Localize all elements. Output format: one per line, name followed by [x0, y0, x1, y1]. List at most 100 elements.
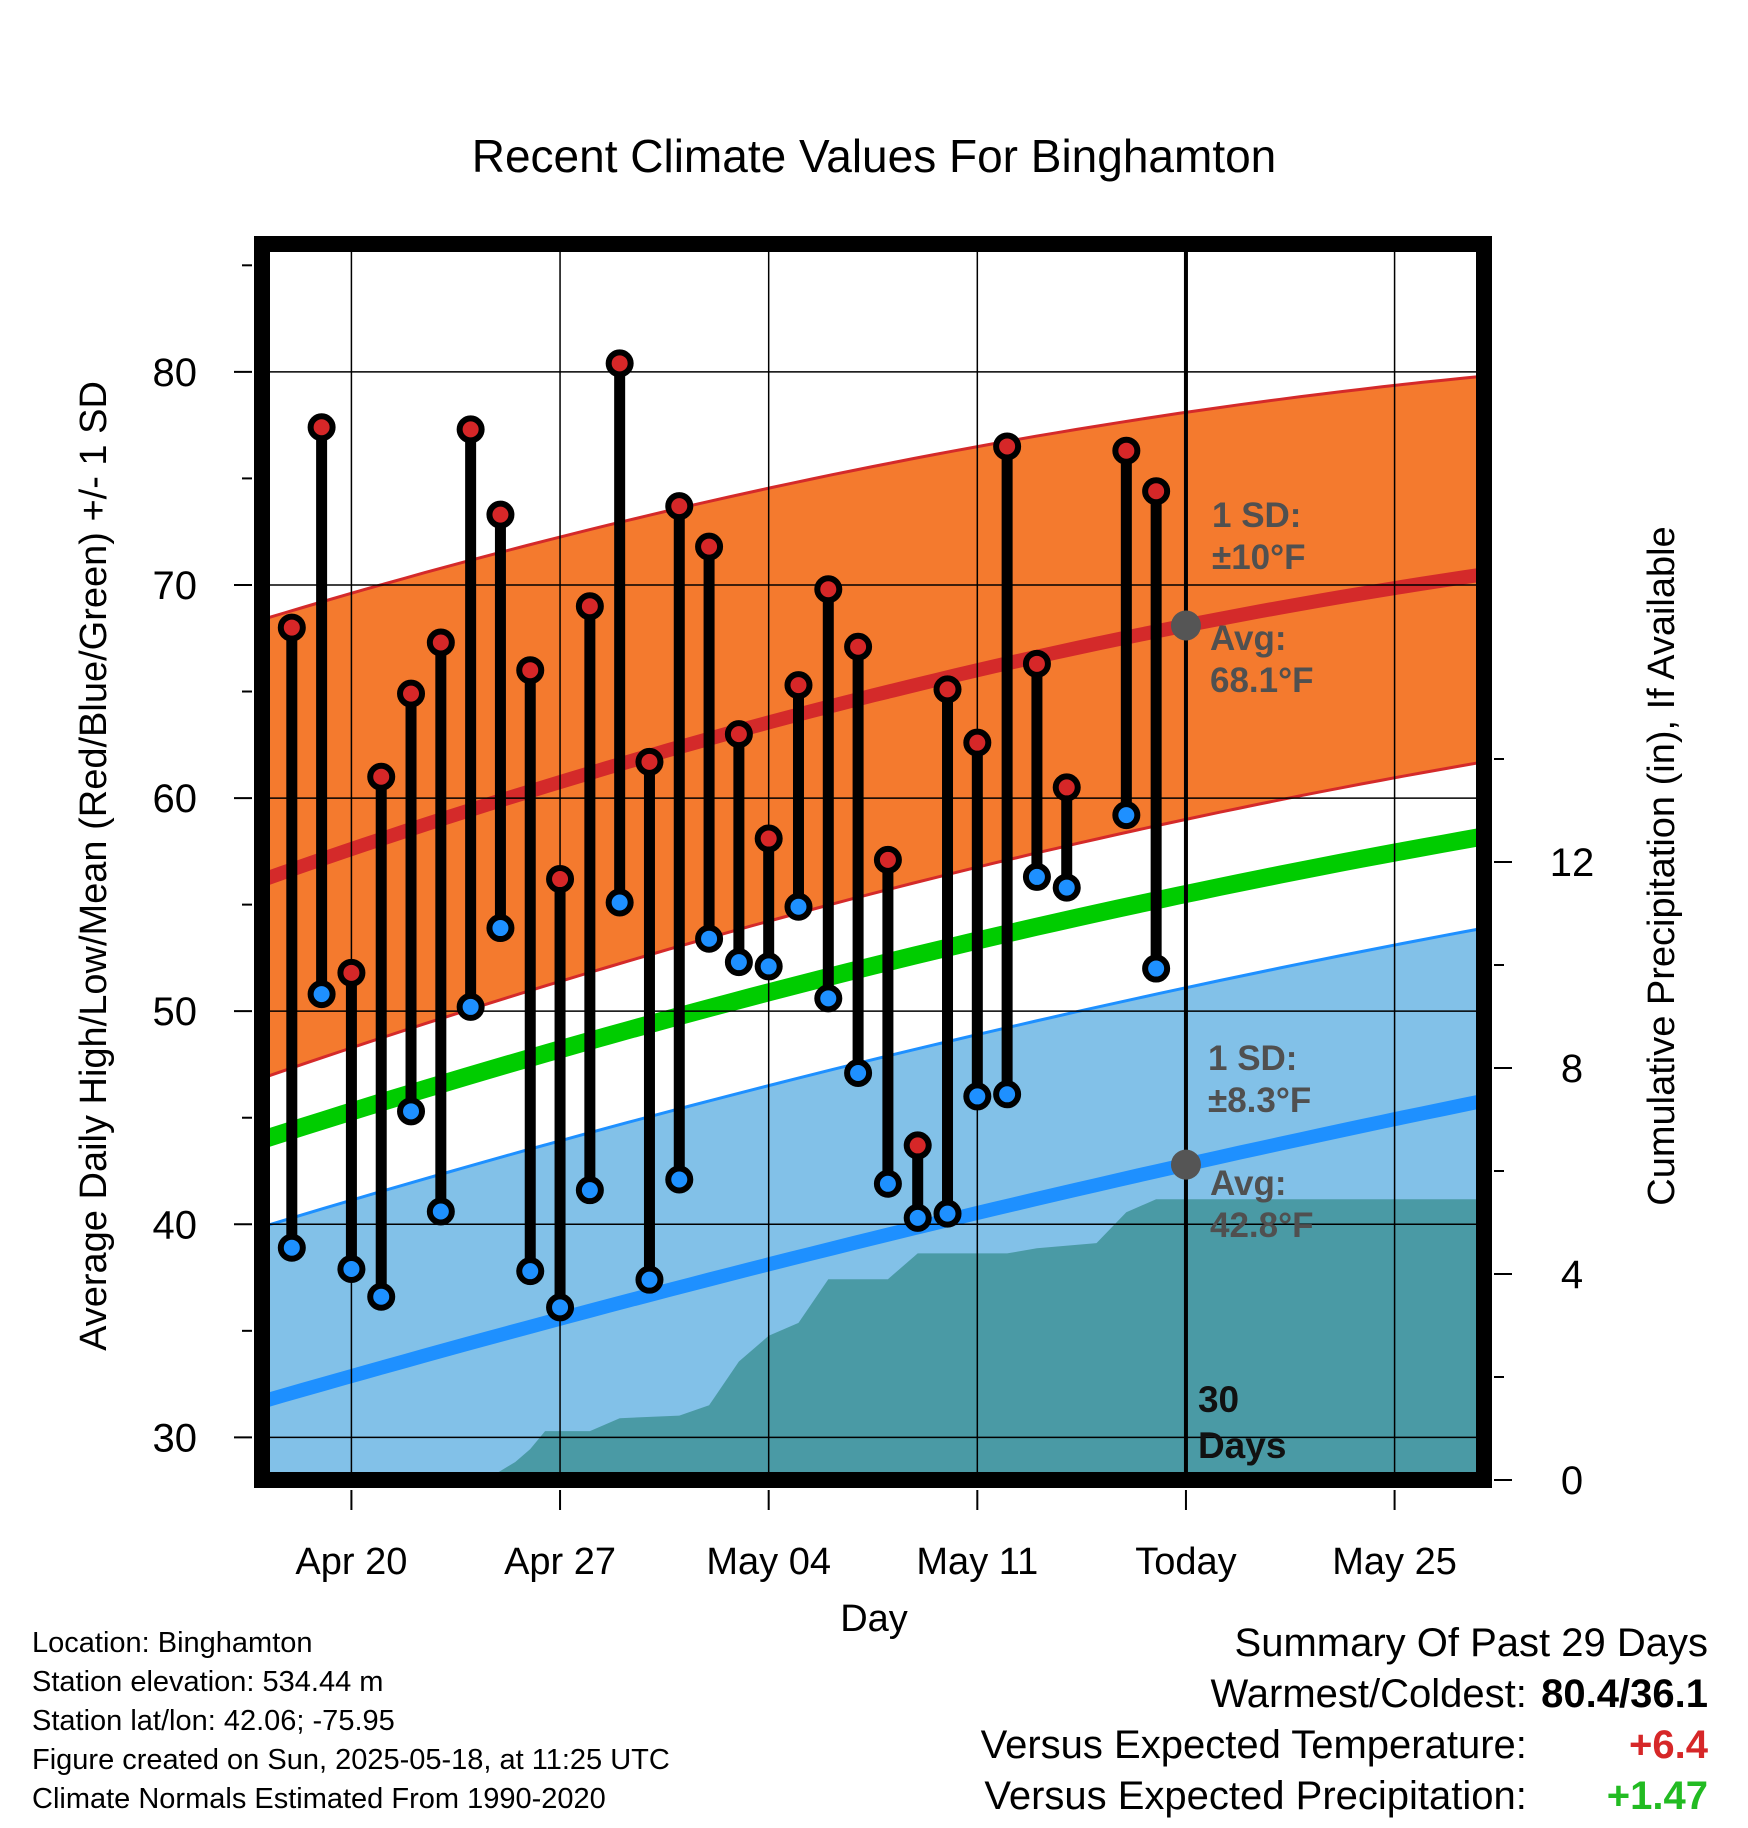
daily-low-point [665, 1165, 694, 1194]
daily-low-point [873, 1169, 902, 1198]
low-avg-line [260, 1093, 1486, 1409]
daily-high-point [426, 628, 455, 657]
temp-label: Versus Expected Temperature: [980, 1723, 1527, 1767]
daily-low-point [486, 914, 515, 943]
daily-low-point [963, 1082, 992, 1111]
daily-low-point [1022, 862, 1051, 891]
daily-low-point [903, 1203, 932, 1232]
y2-tick-label: 8 [1561, 1047, 1583, 1091]
daily-low-point [605, 888, 634, 917]
daily-high-point [873, 845, 902, 874]
daily-high-point [1112, 436, 1141, 465]
x-axis-label: Day [840, 1598, 908, 1640]
daily-low-point [754, 952, 783, 981]
daily-high-point [1142, 477, 1171, 506]
daily-high-point [277, 613, 306, 642]
high-sd-band [262, 376, 1484, 1079]
daily-low-point [724, 948, 753, 977]
daily-high-point [903, 1131, 932, 1160]
warmest-label: Warmest/Coldest: [1210, 1672, 1527, 1716]
y2-tick-label: 12 [1550, 841, 1595, 885]
today-days-label: 30 Days [1198, 1379, 1286, 1466]
today-low-marker [1170, 1149, 1201, 1180]
y2-axis-label: Cumulative Precipitation (in), If Availa… [1641, 526, 1683, 1205]
high-avg-annotation: Avg: 68.1°F [1210, 619, 1314, 700]
latlon-text: Station lat/lon: 42.06; -75.95 [32, 1705, 395, 1737]
precip-value: +1.47 [1606, 1774, 1708, 1818]
station-info: Location: Binghamton Station elevation: … [32, 1624, 670, 1819]
daily-low-point [426, 1197, 455, 1226]
daily-low-point [516, 1257, 545, 1286]
daily-low-point [1142, 954, 1171, 983]
plot-frame [254, 236, 1492, 1488]
daily-low-point [814, 984, 843, 1013]
y-tick-label: 30 [153, 1416, 198, 1460]
daily-low-point [546, 1293, 575, 1322]
daily-high-point [844, 632, 873, 661]
daily-high-point [784, 671, 813, 700]
created-text: Figure created on Sun, 2025-05-18, at 11… [32, 1744, 670, 1776]
y-tick-label: 60 [153, 777, 198, 821]
y2-tick-label: 4 [1561, 1253, 1583, 1297]
summary-panel: Summary Of Past 29 Days Warmest/Coldest:… [981, 1618, 1708, 1822]
daily-high-point [635, 747, 664, 776]
daily-high-point [337, 958, 366, 987]
location-text: Location: Binghamton [32, 1627, 313, 1659]
daily-low-point [277, 1233, 306, 1262]
summary-title: Summary Of Past 29 Days [1234, 1621, 1708, 1665]
y-tick-label: 40 [153, 1203, 198, 1247]
high-sd-annotation: 1 SD: ±10°F [1212, 496, 1306, 577]
elevation-text: Station elevation: 534.44 m [32, 1666, 384, 1698]
daily-high-point [665, 492, 694, 521]
daily-high-point [546, 865, 575, 894]
x-tick-label: May 04 [706, 1541, 831, 1583]
y-axis-label: Average Daily High/Low/Mean (Red/Blue/Gr… [73, 381, 115, 1351]
daily-low-point [397, 1097, 426, 1126]
daily-low-point [844, 1058, 873, 1087]
daily-low-point [695, 924, 724, 953]
daily-high-point [397, 679, 426, 708]
daily-high-point [963, 728, 992, 757]
mean-line [259, 827, 1486, 1149]
daily-low-point [1112, 801, 1141, 830]
daily-low-point [993, 1080, 1022, 1109]
daily-high-point [367, 762, 396, 791]
daily-high-point [486, 500, 515, 529]
daily-high-point [754, 824, 783, 853]
x-tick-label: Apr 20 [295, 1541, 407, 1583]
low-sd-upper-edge [261, 926, 1485, 1229]
temp-value: +6.4 [1629, 1723, 1708, 1767]
today-high-marker [1170, 610, 1201, 641]
daily-high-point [516, 656, 545, 685]
precip-area [485, 1199, 1484, 1480]
daily-high-point [456, 415, 485, 444]
daily-high-point [575, 592, 604, 621]
warmest-value: 80.4/36.1 [1541, 1672, 1708, 1716]
daily-high-point [307, 413, 336, 442]
daily-high-point [1022, 649, 1051, 678]
precip-label: Versus Expected Precipitation: [984, 1774, 1527, 1818]
daily-high-point [605, 349, 634, 378]
daily-high-point [933, 675, 962, 704]
low-avg-annotation: Avg: 42.8°F [1210, 1164, 1314, 1245]
daily-low-point [933, 1199, 962, 1228]
chart-title: Recent Climate Values For Binghamton [472, 130, 1277, 182]
low-sd-annotation: 1 SD: ±8.3°F [1208, 1039, 1311, 1120]
daily-high-point [814, 575, 843, 604]
daily-low-point [635, 1265, 664, 1294]
daily-low-point [367, 1282, 396, 1311]
summary-precip-row: Versus Expected Precipitation: +1.47 [981, 1771, 1708, 1822]
normals-text: Climate Normals Estimated From 1990-2020 [32, 1783, 606, 1815]
daily-low-point [337, 1255, 366, 1284]
y2-tick-label: 0 [1561, 1459, 1583, 1503]
daily-low-point [575, 1176, 604, 1205]
daily-high-point [993, 432, 1022, 461]
daily-low-point [784, 892, 813, 921]
y-tick-label: 70 [153, 564, 198, 608]
x-tick-label: Apr 27 [504, 1541, 616, 1583]
y-tick-label: 50 [153, 990, 198, 1034]
x-tick-label: May 25 [1332, 1541, 1457, 1583]
daily-low-point [307, 980, 336, 1009]
summary-warmest-row: Warmest/Coldest: 80.4/36.1 [981, 1669, 1709, 1720]
